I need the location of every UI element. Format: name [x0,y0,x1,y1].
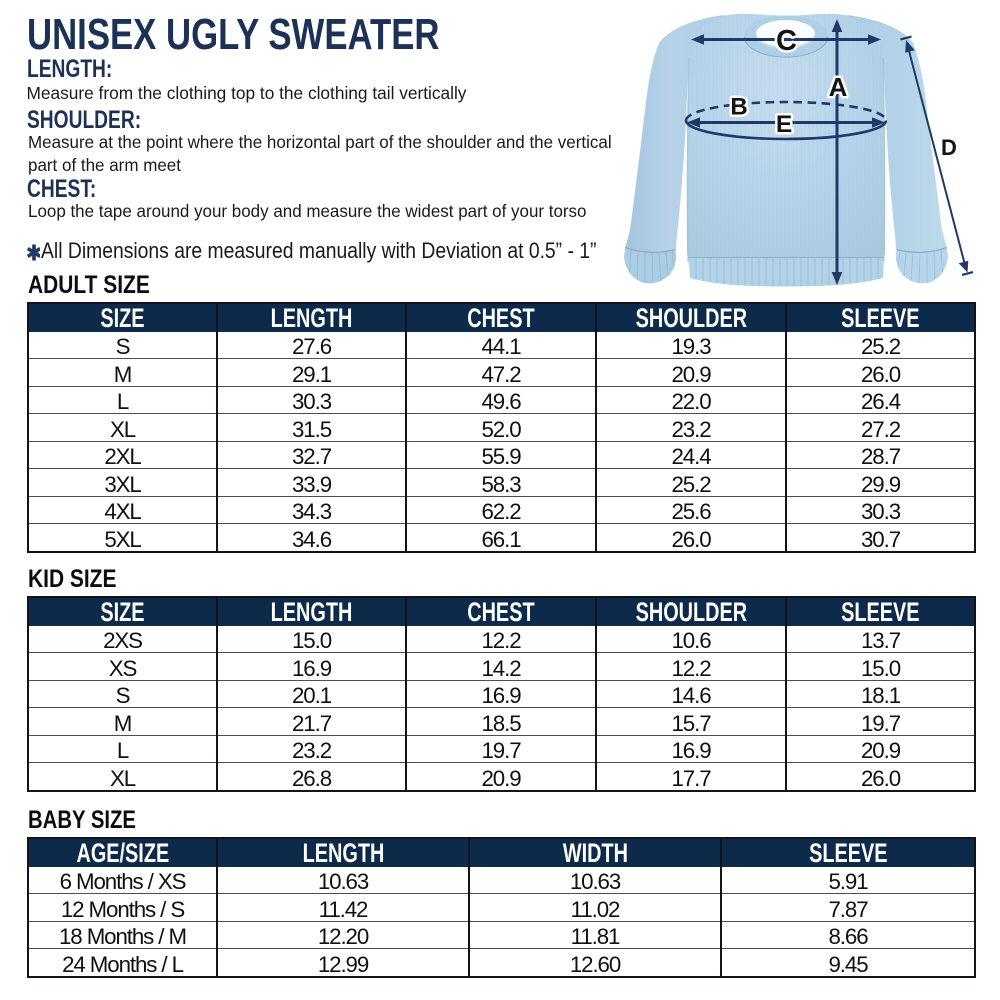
svg-text:D: D [941,135,957,160]
svg-text:C: C [776,25,797,57]
svg-text:B: B [730,94,747,121]
svg-text:A: A [829,72,848,102]
svg-text:E: E [776,111,792,138]
